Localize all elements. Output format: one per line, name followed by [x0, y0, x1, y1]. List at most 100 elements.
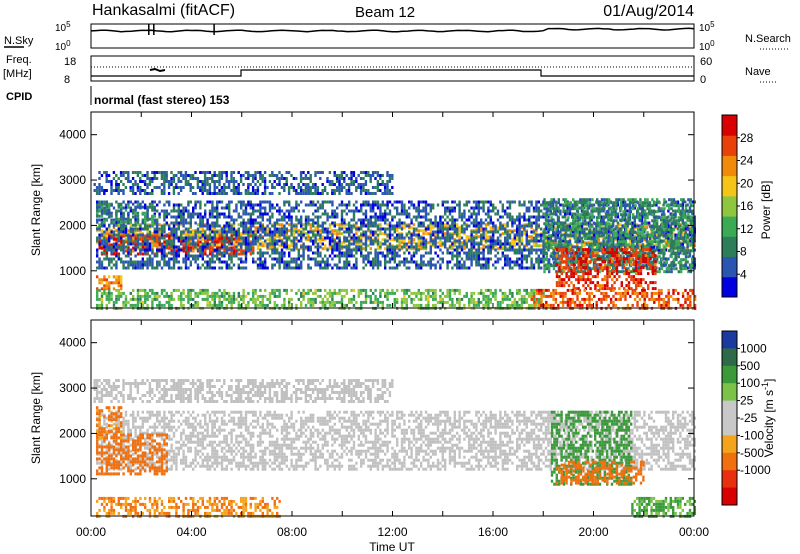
heatmap-cell	[326, 236, 329, 240]
heatmap-cell	[175, 233, 178, 237]
heatmap-cell	[165, 245, 168, 249]
heatmap-cell	[393, 266, 396, 270]
heatmap-cell	[535, 233, 538, 237]
heatmap-cell	[376, 233, 380, 237]
heatmap-cell	[499, 233, 502, 237]
heatmap-cell	[151, 236, 154, 240]
heatmap-cell	[391, 257, 394, 261]
heatmap-cell	[115, 263, 118, 267]
heatmap-cell	[213, 224, 216, 228]
heatmap-cell	[355, 223, 358, 227]
heatmap-cell	[156, 251, 159, 255]
heatmap-cell	[686, 245, 689, 249]
heatmap-cell	[268, 235, 272, 239]
heatmap-cell	[693, 215, 696, 219]
heatmap-cell	[216, 244, 219, 248]
heatmap-cell	[530, 224, 533, 228]
heatmap-cell	[381, 212, 384, 216]
heatmap-cell	[127, 211, 130, 215]
heatmap-cell	[628, 203, 632, 207]
heatmap-cell	[136, 239, 140, 243]
heatmap-cell	[225, 203, 228, 207]
heatmap-cell	[624, 236, 627, 240]
heatmap-cell	[192, 229, 195, 233]
heatmap-cell	[562, 225, 565, 229]
heatmap-cell	[468, 209, 471, 213]
heatmap-cell	[616, 236, 620, 240]
heatmap-cell	[331, 236, 334, 240]
heatmap-cell	[559, 260, 562, 264]
heatmap-cell	[429, 241, 432, 245]
heatmap-cell	[372, 242, 375, 246]
heatmap-cell	[136, 223, 140, 227]
heatmap-cell	[465, 235, 468, 239]
heatmap-cell	[300, 230, 303, 234]
heatmap-cell	[470, 242, 473, 246]
heatmap-cell	[564, 231, 568, 235]
heatmap-cell	[655, 244, 658, 248]
heatmap-cell	[652, 203, 656, 207]
beam-label: Beam 12	[355, 4, 415, 21]
heatmap-cell	[316, 209, 320, 213]
heatmap-cell	[343, 203, 346, 207]
heatmap-cell	[436, 260, 440, 264]
heatmap-cell	[360, 241, 363, 245]
heatmap-cell	[300, 224, 303, 228]
heatmap-cell	[451, 200, 454, 204]
heatmap-cell	[314, 236, 317, 240]
heatmap-cell	[235, 209, 238, 213]
heatmap-cell	[336, 215, 339, 219]
heatmap-cell	[129, 227, 132, 231]
heatmap-cell	[105, 202, 108, 206]
heatmap-cell	[105, 239, 108, 243]
heatmap-cell	[548, 270, 551, 274]
heatmap-cell	[304, 245, 308, 249]
heatmap-cell	[463, 223, 466, 227]
heatmap-cell	[292, 248, 296, 252]
heatmap-cell	[316, 260, 320, 264]
heatmap-cell	[165, 260, 168, 264]
heatmap-cell	[232, 218, 236, 222]
heatmap-cell	[115, 229, 118, 233]
heatmap-cell	[439, 266, 442, 270]
heatmap-cell	[122, 220, 125, 224]
heatmap-cell	[574, 213, 577, 217]
heatmap-cell	[508, 229, 512, 233]
heatmap-cell	[170, 235, 173, 239]
heatmap-cell	[276, 257, 279, 261]
heatmap-cell	[208, 215, 212, 219]
heatmap-cell	[237, 212, 240, 216]
heatmap-cell	[504, 227, 507, 231]
heatmap-cell	[228, 257, 231, 261]
heatmap-cell	[439, 236, 442, 240]
heatmap-cell	[451, 251, 454, 255]
heatmap-cell	[388, 245, 392, 249]
heatmap-cell	[237, 223, 240, 227]
heatmap-cell	[525, 242, 528, 246]
heatmap-cell	[548, 225, 551, 229]
heatmap-cell	[350, 227, 353, 231]
heatmap-cell	[674, 226, 677, 230]
heatmap-cell	[252, 212, 255, 216]
heatmap-cell	[422, 232, 425, 236]
heatmap-cell	[544, 247, 548, 251]
heatmap-cell	[333, 224, 336, 228]
heatmap-cell	[324, 247, 327, 251]
heatmap-cell	[175, 227, 178, 231]
heatmap-cell	[643, 238, 646, 242]
heatmap-cell	[528, 239, 531, 243]
heatmap-cell	[518, 224, 521, 228]
heatmap-cell	[249, 203, 252, 207]
heatmap-cell	[136, 227, 140, 231]
heatmap-cell	[528, 215, 531, 219]
heatmap-cell	[132, 223, 135, 227]
heatmap-cell	[417, 206, 420, 210]
heatmap-cell	[189, 221, 192, 225]
heatmap-cell	[146, 212, 149, 216]
heatmap-cell	[420, 257, 423, 261]
heatmap-cell	[252, 257, 255, 261]
heatmap-cell	[616, 212, 620, 216]
heatmap-cell	[616, 215, 620, 219]
heatmap-cell	[374, 224, 377, 228]
heatmap-cell	[477, 248, 480, 252]
